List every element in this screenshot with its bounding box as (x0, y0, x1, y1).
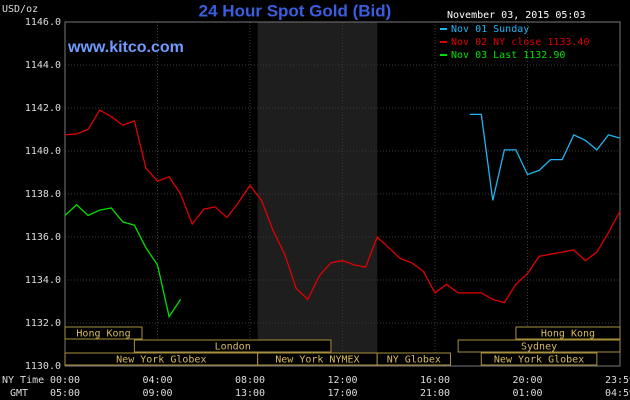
x2-tick-label: 04:59 (605, 388, 630, 399)
legend-label: Nov 03 Last 1132.90 (451, 50, 565, 61)
site: www.kitco.com (67, 39, 184, 56)
date: November 03, 2015 05:03 (447, 10, 585, 21)
y-tick-label: 1146.0 (25, 17, 61, 28)
y-tick-label: 1136.0 (25, 232, 61, 243)
session-box (515, 326, 621, 340)
session-label: New York Globex (494, 355, 584, 366)
series-line (64, 109, 621, 304)
y-tick-label: 1132.0 (25, 318, 61, 329)
session-label: Sydney (521, 342, 557, 353)
session-box (480, 352, 598, 366)
x-tick-label: 23:59 (605, 375, 630, 386)
x-tick-label: 08:00 (235, 375, 265, 386)
y-unit: USD/oz (2, 4, 38, 15)
x-tick-label: 16:00 (420, 375, 450, 386)
session-label: London (215, 342, 251, 353)
session-label: Hong Kong (76, 329, 130, 340)
legend-label: Nov 02 NY close 1133.40 (451, 37, 589, 48)
x-row-label: NY Time (2, 375, 44, 386)
y-tick-label: 1134.0 (25, 275, 61, 286)
x2-tick-label: 01:00 (512, 388, 542, 399)
series-line (64, 203, 182, 319)
session-box (133, 339, 332, 353)
session-label: Hong Kong (541, 329, 595, 340)
x-tick-label: 00:00 (50, 375, 80, 386)
y-tick-label: 1144.0 (25, 60, 61, 71)
y-tick-label: 1142.0 (25, 103, 61, 114)
x2-tick-label: 17:00 (327, 388, 357, 399)
x-tick-label: 12:00 (327, 375, 357, 386)
legend-label: Nov 01 Sunday (451, 24, 529, 35)
x2-tick-label: 05:00 (50, 388, 80, 399)
x2-tick-label: 21:00 (420, 388, 450, 399)
session-label: New York NYMEX (275, 355, 359, 366)
x-tick-label: 20:00 (512, 375, 542, 386)
x2-tick-label: 13:00 (235, 388, 265, 399)
chart-title: 24 Hour Spot Gold (Bid) (199, 1, 392, 20)
y-tick-label: 1140.0 (25, 146, 61, 157)
x2-row-label: GMT (10, 388, 28, 399)
plot-frame (64, 21, 621, 367)
session-label: NY Globex (387, 355, 441, 366)
session-box (64, 326, 143, 340)
x2-tick-label: 09:00 (142, 388, 172, 399)
session-box (457, 339, 621, 353)
series-line (469, 113, 621, 201)
session-label: New York Globex (116, 355, 206, 366)
y-tick-label: 1138.0 (25, 189, 61, 200)
x-tick-label: 04:00 (142, 375, 172, 386)
y-tick-label: 1130.0 (25, 361, 61, 372)
session-box (376, 352, 451, 366)
